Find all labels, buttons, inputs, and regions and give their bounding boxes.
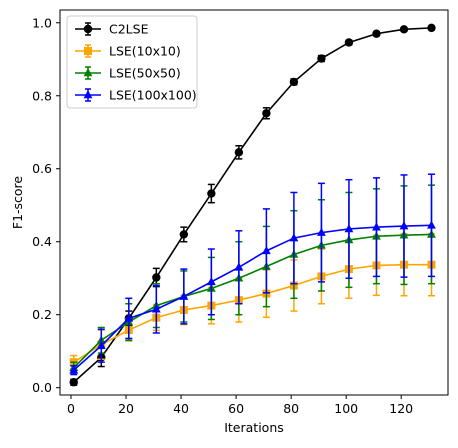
- data-point: [206, 277, 216, 286]
- series-4: [69, 173, 436, 376]
- y-tick-label: 0.8: [32, 88, 52, 103]
- plot-frame: [59, 9, 449, 396]
- data-point: [344, 38, 354, 47]
- legend-entry: LSE(50x50): [75, 66, 181, 81]
- data-point: [96, 340, 106, 350]
- legend-label: LSE(10x10): [109, 44, 181, 59]
- data-point: [124, 313, 134, 322]
- y-tick-label: 0.6: [32, 161, 52, 176]
- legend-frame: [66, 15, 198, 109]
- data-point: [289, 77, 299, 87]
- axes: 0 20 40 60 80 100 120 0.0 0.2 0.4 0.6 0.8 1.0: [32, 9, 449, 416]
- data-point: [317, 54, 326, 63]
- x-tick-label: 120: [389, 401, 413, 416]
- legend-marker: [84, 47, 92, 55]
- data-point: [262, 109, 271, 118]
- legend-entry: LSE(10x10): [75, 44, 181, 59]
- plot-area: [69, 23, 436, 387]
- series-2: [69, 232, 436, 370]
- x-tick-label: 80: [283, 401, 299, 416]
- x-tick-label: 60: [228, 401, 244, 416]
- y-tick-label: 0.0: [32, 380, 52, 395]
- data-point: [372, 29, 381, 38]
- data-point: [152, 273, 161, 282]
- data-point: [69, 365, 79, 374]
- legend-entry: C2LSE: [75, 22, 149, 37]
- data-point: [427, 220, 436, 229]
- data-point: [234, 262, 244, 271]
- data-point: [179, 230, 189, 239]
- x-tick-label: 100: [334, 401, 358, 416]
- data-point: [344, 224, 354, 233]
- series-line: [73, 233, 432, 369]
- data-point: [399, 221, 409, 230]
- data-point: [289, 233, 299, 242]
- data-point: [372, 222, 381, 231]
- x-tick-label: 0: [67, 401, 75, 416]
- y-tick-label: 1.0: [32, 15, 52, 30]
- data-point: [151, 304, 161, 313]
- legend-label: LSE(100x100): [109, 88, 197, 103]
- x-axis-label: Iterations: [224, 420, 284, 435]
- series-line: [73, 224, 432, 371]
- data-point: [207, 189, 216, 198]
- data-point: [234, 148, 244, 157]
- data-point: [399, 25, 409, 34]
- data-point: [261, 246, 271, 255]
- data-point: [427, 23, 436, 33]
- series-3: [69, 184, 436, 374]
- y-tick-label: 0.4: [32, 234, 52, 249]
- y-tick-label: 0.2: [32, 307, 52, 322]
- data-point: [69, 378, 78, 387]
- legend-label: LSE(50x50): [109, 66, 181, 81]
- series-line: [73, 27, 432, 383]
- series-line: [73, 263, 432, 363]
- data-point: [317, 227, 326, 236]
- legend-marker: [83, 90, 93, 99]
- x-tick-label: 40: [173, 401, 189, 416]
- y-axis-label: F1-score: [10, 176, 25, 230]
- data-point: [179, 291, 189, 300]
- legend-label: C2LSE: [109, 22, 149, 37]
- legend: C2LSE LSE(10x10) LSE(50x50) LSE(100x100): [66, 15, 198, 109]
- x-tick-label: 20: [118, 401, 134, 416]
- legend-marker: [83, 68, 93, 77]
- legend-marker: [83, 24, 93, 34]
- legend-entry: LSE(100x100): [75, 88, 197, 103]
